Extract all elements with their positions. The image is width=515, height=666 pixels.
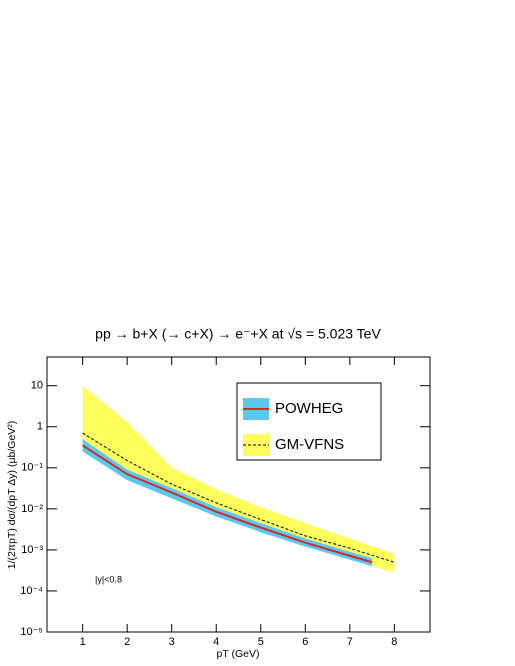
legend-label: GM-VFNS xyxy=(275,436,344,453)
x-tick-label: 2 xyxy=(124,636,130,648)
y-axis-title: 1/(2πpT) dσ/(dpT Δy) (μb/GeV²) xyxy=(6,421,18,570)
central-line xyxy=(82,444,373,564)
x-tick-label: 7 xyxy=(347,636,353,648)
y-tick-label: 10⁻³ xyxy=(21,544,43,556)
legend-label: POWHEG xyxy=(275,400,343,417)
y-tick-label: 10⁻⁴ xyxy=(20,585,43,597)
plot-frame xyxy=(46,356,431,633)
x-tick-label: 6 xyxy=(302,636,308,648)
y-tick-label: 10⁻² xyxy=(21,503,43,515)
x-tick-label: 5 xyxy=(258,636,264,648)
x-tick-label: 4 xyxy=(213,636,219,648)
x-tick-label: 8 xyxy=(391,636,397,648)
central-line xyxy=(82,432,395,563)
annotation: |y|<0.8 xyxy=(95,574,122,584)
x-tick-label: 1 xyxy=(80,636,86,648)
chart-title: pp → b+X (→ c+X) → e⁻+X at √s = 5.023 Te… xyxy=(95,326,381,342)
y-tick-label: 10⁻⁵ xyxy=(20,626,43,638)
y-tick-label: 10 xyxy=(31,380,43,392)
y-tick-label: 10⁻¹ xyxy=(21,462,43,474)
x-axis-title: pT (GeV) xyxy=(217,648,260,660)
y-tick-label: 1 xyxy=(37,421,43,433)
x-tick-label: 3 xyxy=(169,636,175,648)
